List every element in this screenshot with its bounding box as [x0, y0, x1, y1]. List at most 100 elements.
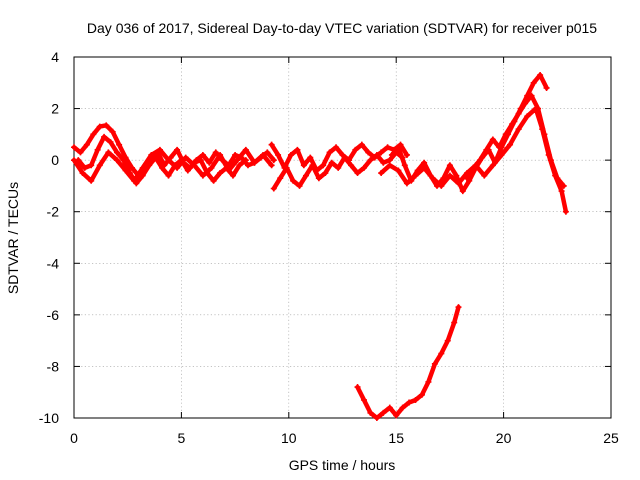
series-trace [355, 304, 461, 421]
data-point-marker [446, 162, 453, 169]
data-point-marker [438, 182, 445, 189]
data-point-marker [528, 92, 535, 99]
data-point-marker [148, 151, 155, 158]
series-track-i [354, 304, 462, 421]
data-point-marker [354, 384, 361, 391]
data-point-marker [217, 151, 224, 158]
data-point-marker [212, 149, 219, 156]
data-point-marker [459, 188, 466, 195]
data-point-marker [120, 157, 127, 164]
data-point-marker [88, 177, 95, 184]
data-point-marker [476, 157, 483, 164]
data-point-marker [386, 404, 393, 411]
data-point-marker [275, 151, 282, 158]
data-point-marker [296, 182, 303, 189]
data-point-marker [113, 157, 120, 164]
data-point-marker [537, 72, 544, 79]
data-point-marker [182, 154, 189, 161]
data-point-marker [113, 149, 120, 156]
data-point-marker [412, 396, 419, 403]
data-point-marker [558, 188, 565, 195]
data-point-marker [139, 164, 146, 171]
data-point-marker [83, 141, 90, 148]
y-axis-label: SDTVAR / TECUs [5, 182, 21, 294]
data-point-marker [534, 105, 541, 112]
data-point-marker [191, 159, 198, 166]
data-point-marker [365, 149, 372, 156]
series-layer [71, 72, 569, 421]
data-point-marker [75, 157, 82, 164]
data-point-marker [260, 151, 267, 158]
data-point-marker [560, 182, 567, 189]
data-point-marker [367, 409, 374, 416]
data-point-marker [101, 133, 108, 140]
data-point-marker [270, 185, 277, 192]
data-point-marker [139, 172, 146, 179]
data-point-marker [438, 350, 445, 357]
series-track-b [71, 146, 275, 184]
series-track-h [464, 92, 567, 189]
y-tick-label: 0 [51, 152, 59, 168]
data-point-marker [251, 159, 258, 166]
data-point-marker [360, 164, 367, 171]
y-tick-label: 4 [51, 49, 59, 65]
plot-frame [73, 56, 612, 419]
data-point-marker [335, 164, 342, 171]
data-point-marker [165, 157, 172, 164]
data-point-marker [217, 170, 224, 177]
data-point-marker [302, 172, 309, 179]
data-point-marker [307, 154, 314, 161]
data-point-marker [322, 170, 329, 177]
data-point-marker [264, 149, 271, 156]
data-point-marker [395, 167, 402, 174]
data-point-marker [81, 164, 88, 171]
data-point-marker [399, 404, 406, 411]
data-point-marker [294, 146, 301, 153]
data-point-marker [406, 399, 413, 406]
data-point-marker [178, 157, 185, 164]
chart-title: Day 036 of 2017, Sidereal Day-to-day VTE… [87, 20, 597, 36]
data-point-marker [328, 159, 335, 166]
data-point-marker [378, 149, 385, 156]
data-point-marker [386, 157, 393, 164]
data-point-marker [352, 146, 359, 153]
data-point-marker [502, 131, 509, 138]
data-point-marker [315, 175, 322, 182]
data-point-marker [242, 146, 249, 153]
data-point-marker [421, 164, 428, 171]
data-point-marker [348, 162, 355, 169]
data-point-marker [498, 151, 505, 158]
data-point-marker [380, 409, 387, 416]
data-point-marker [309, 162, 316, 169]
data-point-marker [232, 151, 239, 158]
series-trace [269, 142, 410, 173]
x-tick-label: 20 [496, 430, 512, 446]
data-point-marker [373, 151, 380, 158]
data-point-marker [395, 144, 402, 151]
y-tick-label: -4 [47, 255, 60, 271]
data-point-marker [290, 177, 297, 184]
data-point-marker [103, 122, 110, 129]
data-point-marker [126, 170, 133, 177]
data-point-marker [378, 170, 385, 177]
data-point-marker [446, 172, 453, 179]
data-point-marker [431, 360, 438, 367]
y-tick-label: -6 [47, 307, 60, 323]
data-point-marker [444, 337, 451, 344]
data-point-marker [543, 84, 550, 91]
data-point-marker [105, 149, 112, 156]
data-point-marker [453, 172, 460, 179]
data-point-marker [403, 151, 410, 158]
data-point-marker [270, 157, 277, 164]
data-point-marker [418, 391, 425, 398]
y-tick-label: -2 [47, 204, 60, 220]
data-point-marker [287, 151, 294, 158]
data-point-marker [524, 113, 531, 120]
data-point-marker [171, 162, 178, 169]
data-point-marker [277, 175, 284, 182]
x-tick-label: 25 [603, 430, 619, 446]
data-point-marker [116, 141, 123, 148]
data-point-marker [90, 131, 97, 138]
data-point-marker [128, 164, 135, 171]
